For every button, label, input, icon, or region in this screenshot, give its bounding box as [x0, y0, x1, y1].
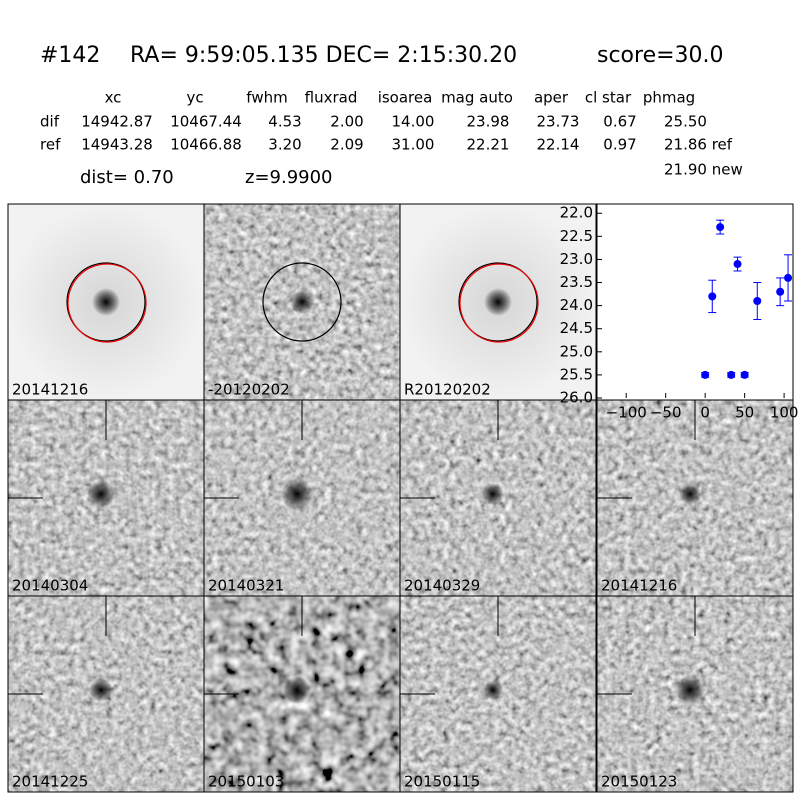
coordinates: RA= 9:59:05.135 DEC= 2:15:30.20 — [130, 43, 517, 68]
x-tick-label: −100 — [606, 404, 647, 422]
image-label: R20120202 — [404, 381, 491, 399]
image-label: 20140329 — [404, 577, 480, 595]
cell: 14942.87 — [81, 113, 153, 131]
frame — [596, 595, 794, 793]
x-tick-label: 100 — [770, 404, 799, 422]
y-tick-label: 22.5 — [560, 227, 593, 245]
frame — [596, 203, 794, 401]
cell: 4.53 — [268, 113, 301, 131]
cell: 21.86 ref — [664, 136, 733, 154]
cell: 0.67 — [603, 113, 636, 131]
cell: 14.00 — [392, 113, 435, 131]
aperture-ref — [459, 263, 539, 343]
cell: 22.14 — [537, 136, 580, 154]
image-label: 20141225 — [12, 773, 88, 791]
cell: 2.09 — [330, 136, 363, 154]
score: score=30.0 — [597, 43, 724, 68]
point — [716, 223, 725, 232]
image-label: -20120202 — [208, 381, 290, 399]
point — [776, 287, 785, 296]
image-label: 20150123 — [601, 773, 677, 791]
column-header: yc — [186, 89, 203, 107]
column-header: aper — [534, 89, 569, 107]
cell: 14943.28 — [81, 136, 153, 154]
y-tick-label: 25.0 — [560, 342, 593, 360]
cell: 25.50 — [664, 113, 707, 131]
y-tick-label: 22.0 — [560, 204, 593, 222]
row-label: dif — [40, 113, 60, 131]
point — [701, 370, 710, 379]
source — [89, 678, 113, 702]
source — [283, 676, 311, 704]
source — [87, 480, 115, 508]
image-label: 20141216 — [12, 381, 88, 399]
column-header: phmag — [643, 89, 695, 107]
cell: 10467.44 — [170, 113, 242, 131]
source — [679, 483, 701, 505]
point — [784, 273, 793, 282]
frame — [399, 595, 597, 793]
point — [727, 370, 736, 379]
y-tick-label: 25.5 — [560, 365, 593, 383]
column-header: fluxrad — [305, 89, 358, 107]
cell: 23.73 — [537, 113, 580, 131]
point — [753, 297, 762, 305]
cell: 10466.88 — [170, 136, 242, 154]
image-label: 20140321 — [208, 577, 284, 595]
image-label: 20150115 — [404, 773, 480, 791]
y-tick-label: 23.0 — [560, 250, 593, 268]
redshift: z=9.9900 — [245, 167, 333, 188]
image-label: 20141216 — [601, 577, 677, 595]
x-tick-label: 50 — [735, 404, 754, 422]
column-header: mag auto — [441, 89, 513, 107]
image-label: 20150103 — [208, 773, 284, 791]
y-tick-label: 26.0 — [560, 389, 593, 407]
aperture — [458, 262, 538, 342]
cell: 22.21 — [467, 136, 510, 154]
cell: 31.00 — [392, 136, 435, 154]
cell: 0.97 — [603, 136, 636, 154]
source — [482, 483, 504, 505]
object-id: #142 — [40, 43, 100, 68]
aperture-ref — [67, 263, 147, 343]
source — [484, 288, 512, 316]
column-header: xc — [105, 89, 122, 107]
y-tick-label: 23.5 — [560, 273, 593, 291]
y-tick-label: 24.5 — [560, 319, 593, 337]
point — [708, 292, 717, 301]
extra: 21.90 new — [664, 161, 743, 179]
source — [675, 675, 705, 705]
x-tick-label: 0 — [700, 404, 710, 422]
image-grid: 20141216 -20120202 R20120202 20140304 201403… — [7, 203, 794, 793]
column-header: cl star — [585, 89, 632, 107]
source — [92, 288, 120, 316]
cell: 2.00 — [330, 113, 363, 131]
lightcurve: 22.0 22.5 23.0 23.5 24.0 24.5 25.0 25.5 26.0 −100… — [560, 204, 799, 422]
dist: dist= 0.70 — [80, 167, 174, 188]
row-label: ref — [40, 136, 61, 154]
source — [281, 478, 313, 510]
aperture — [66, 262, 146, 342]
image-label: 20140304 — [12, 577, 88, 595]
y-tick-label: 24.0 — [560, 296, 593, 314]
point — [740, 370, 749, 379]
x-tick-label: −50 — [650, 404, 682, 422]
point — [733, 260, 742, 269]
cell: 23.98 — [467, 113, 510, 131]
cell: 3.20 — [268, 136, 301, 154]
source — [290, 290, 314, 314]
source — [483, 680, 503, 700]
column-header: isoarea — [378, 89, 433, 107]
aperture — [262, 262, 342, 342]
column-header: fwhm — [246, 89, 287, 107]
